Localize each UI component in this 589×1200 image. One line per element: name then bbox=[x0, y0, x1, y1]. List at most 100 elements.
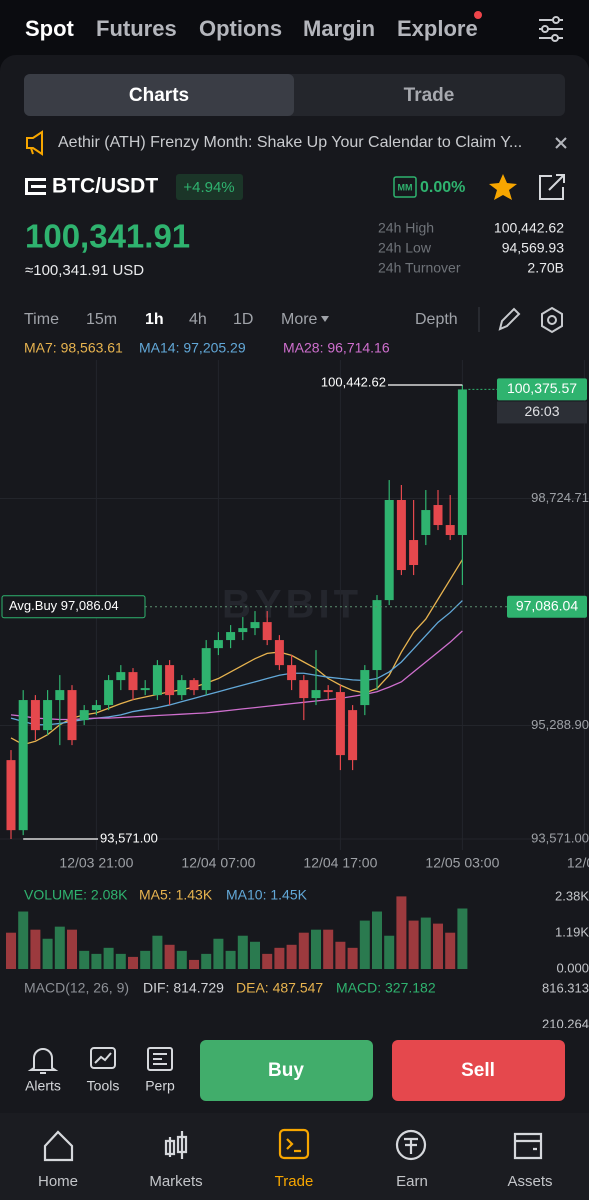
action-label[interactable]: Alerts bbox=[25, 1078, 61, 1094]
stat-value: 2.70B bbox=[527, 260, 564, 276]
trade-glyph bbox=[286, 1138, 301, 1153]
volume-bar bbox=[103, 947, 114, 969]
candle-body bbox=[323, 690, 333, 693]
y-tick-label: 95,288.90 bbox=[531, 717, 589, 732]
close-icon[interactable] bbox=[555, 137, 567, 149]
mm-badge: MM bbox=[398, 182, 413, 192]
macd-legend-item: MACD: 327.182 bbox=[336, 980, 436, 996]
stat-label: 24h High bbox=[378, 220, 434, 236]
x-tick-label: 12/04 07:00 bbox=[181, 855, 255, 871]
tools-icon[interactable] bbox=[90, 1047, 116, 1069]
segment-active bbox=[24, 74, 294, 116]
share-icon[interactable] bbox=[539, 174, 565, 200]
tab[interactable]: Explore bbox=[397, 16, 478, 41]
change: +4.94% bbox=[183, 179, 234, 196]
home-icon[interactable] bbox=[43, 1130, 74, 1162]
x-tick-label: 12/03 21:00 bbox=[59, 855, 133, 871]
markets-icon[interactable] bbox=[164, 1131, 188, 1159]
buy-label[interactable]: Buy bbox=[268, 1060, 304, 1081]
nav-icons bbox=[43, 1128, 543, 1162]
candle-body bbox=[177, 680, 187, 696]
action-icons bbox=[27, 1047, 173, 1074]
volume-bar bbox=[250, 941, 260, 969]
trade-icon[interactable] bbox=[278, 1128, 310, 1160]
depth[interactable]: Depth bbox=[415, 311, 458, 328]
candle-body bbox=[372, 600, 382, 671]
volume-legend-item: MA5: 1.43K bbox=[139, 887, 213, 903]
volume-bar bbox=[408, 920, 419, 969]
action-label[interactable]: Perp bbox=[145, 1078, 175, 1094]
volume-bar bbox=[67, 929, 77, 969]
volume-bar bbox=[30, 929, 41, 969]
nav-labels: Home Markets Trade Earn Assets bbox=[38, 1173, 553, 1190]
stat-label: 24h Turnover bbox=[378, 260, 461, 276]
candle-body bbox=[128, 672, 138, 691]
last-price-label: 100,375.57 bbox=[507, 380, 577, 396]
candle-body bbox=[274, 640, 284, 666]
ma-legend-item: MA7: 98,563.61 bbox=[24, 340, 123, 356]
draw-icon[interactable] bbox=[498, 307, 521, 331]
nav-label[interactable]: Markets bbox=[149, 1173, 202, 1190]
volume-bar bbox=[420, 917, 431, 969]
volume-bar bbox=[286, 944, 297, 969]
price-usd: ≈100,341.91 USD bbox=[25, 262, 144, 279]
volume-legend-item: MA10: 1.45K bbox=[226, 887, 308, 903]
candle-body bbox=[250, 622, 260, 629]
candle-body bbox=[421, 510, 431, 536]
countdown-tag bbox=[497, 401, 587, 424]
candle-body bbox=[311, 690, 321, 699]
candle-body bbox=[457, 389, 467, 536]
interval[interactable]: 1D bbox=[233, 311, 253, 328]
nav-label[interactable]: Trade bbox=[275, 1173, 314, 1190]
volume-bar bbox=[359, 920, 370, 969]
segment-tab[interactable]: Trade bbox=[404, 85, 455, 106]
avg-buy-box bbox=[1, 595, 146, 619]
nav-label[interactable]: Assets bbox=[507, 1173, 552, 1190]
candle-body bbox=[262, 622, 272, 641]
macd-legend-item: DEA: 487.547 bbox=[236, 980, 323, 996]
volume-bar bbox=[164, 944, 175, 969]
candle-body bbox=[409, 540, 419, 566]
interval[interactable]: More bbox=[281, 311, 318, 328]
interval[interactable]: 4h bbox=[189, 311, 207, 328]
candle-body bbox=[445, 525, 455, 536]
action-label[interactable]: Tools bbox=[87, 1078, 120, 1094]
change-badge bbox=[176, 174, 243, 200]
candle-body bbox=[396, 500, 406, 571]
alerts-icon[interactable] bbox=[27, 1048, 59, 1074]
megaphone-icon bbox=[26, 130, 43, 156]
avg-buy-tag-label: 97,086.04 bbox=[516, 597, 578, 613]
volume-legend: VOLUME: 2.08K MA5: 1.43K MA10: 1.45K bbox=[24, 887, 308, 903]
sell-button[interactable] bbox=[392, 1040, 565, 1101]
interval[interactable]: Time bbox=[24, 311, 59, 328]
volume-bar bbox=[237, 935, 248, 969]
x-tick-label: 12/05 03:00 bbox=[425, 855, 499, 871]
filter-icon[interactable] bbox=[539, 16, 563, 42]
tab[interactable]: Margin bbox=[303, 16, 375, 41]
nav-label[interactable]: Earn bbox=[396, 1173, 428, 1190]
nav-label[interactable]: Home bbox=[38, 1173, 78, 1190]
segment-tab[interactable]: Charts bbox=[129, 85, 189, 106]
tab[interactable]: Options bbox=[199, 16, 282, 41]
volume-bar bbox=[323, 929, 334, 969]
sell-label[interactable]: Sell bbox=[461, 1060, 495, 1081]
perp-icon[interactable] bbox=[147, 1047, 173, 1071]
earn-icon[interactable] bbox=[395, 1129, 427, 1161]
volume-bar bbox=[128, 956, 138, 969]
assets-icon[interactable] bbox=[513, 1132, 543, 1160]
settings-icon[interactable] bbox=[541, 306, 563, 334]
tab[interactable]: Spot bbox=[25, 16, 75, 41]
announcement[interactable]: Aethir (ATH) Frenzy Month: Shake Up Your… bbox=[58, 134, 522, 151]
favorite-star[interactable] bbox=[489, 174, 517, 200]
pair[interactable]: BTC/USDT bbox=[52, 175, 158, 198]
interval[interactable]: 15m bbox=[86, 311, 117, 328]
notification-dot bbox=[474, 11, 482, 19]
macd-tick-label: 816.313 bbox=[542, 980, 589, 995]
buy-button[interactable] bbox=[200, 1040, 373, 1101]
menu-icon[interactable] bbox=[25, 178, 46, 195]
volume-bar bbox=[445, 932, 456, 969]
interval[interactable]: 1h bbox=[145, 311, 164, 328]
avg-buy-tag bbox=[507, 595, 587, 618]
tab[interactable]: Futures bbox=[96, 16, 177, 41]
volume-bar bbox=[115, 953, 126, 969]
